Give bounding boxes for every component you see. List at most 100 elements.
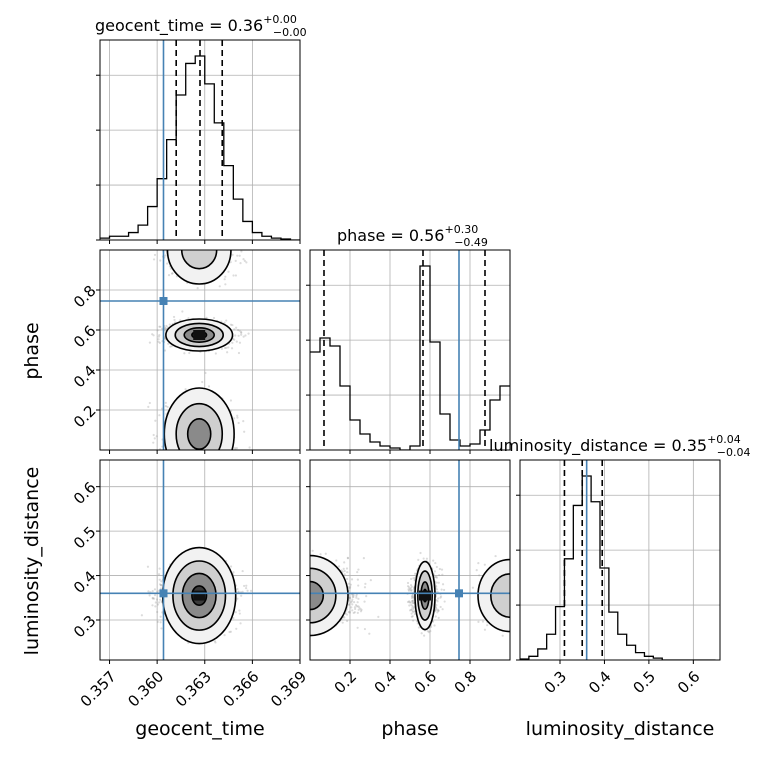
- sample-point: [160, 580, 162, 582]
- sample-point: [250, 590, 252, 592]
- sample-point: [169, 346, 171, 348]
- sample-point: [235, 260, 237, 262]
- sample-point: [204, 372, 206, 374]
- sample-point: [233, 339, 235, 341]
- sample-point: [188, 352, 190, 354]
- sample-point: [236, 588, 238, 590]
- sample-point: [149, 594, 151, 596]
- sample-point: [224, 278, 226, 280]
- sample-point: [239, 342, 241, 344]
- sample-point: [235, 628, 237, 630]
- sample-point: [149, 402, 151, 404]
- sample-point: [160, 584, 162, 586]
- sample-point: [235, 611, 237, 613]
- sample-point: [156, 611, 158, 613]
- sample-point: [231, 254, 233, 256]
- sample-point: [165, 254, 167, 256]
- sample-point: [166, 262, 168, 264]
- sample-point: [208, 385, 210, 387]
- sample-point: [158, 601, 160, 603]
- sample-point: [157, 341, 159, 343]
- sample-point: [245, 585, 247, 587]
- density-peak: [193, 330, 205, 340]
- sample-point: [236, 598, 238, 600]
- sample-point: [233, 328, 235, 330]
- sample-point: [237, 591, 239, 593]
- sample-point: [239, 622, 241, 624]
- sample-point: [230, 631, 232, 633]
- sample-point: [236, 341, 238, 343]
- sample-point: [159, 621, 161, 623]
- sample-point: [149, 341, 151, 343]
- sample-point: [183, 352, 185, 354]
- sample-point: [226, 351, 228, 353]
- sample-point: [160, 616, 162, 618]
- sample-point: [165, 405, 167, 407]
- sample-point: [159, 326, 161, 328]
- sample-point: [181, 310, 183, 312]
- sample-point: [152, 442, 154, 444]
- sample-point: [243, 431, 245, 433]
- sample-point: [158, 336, 160, 338]
- sample-point: [246, 590, 248, 592]
- sample-point: [157, 603, 159, 605]
- sample-point: [239, 262, 241, 264]
- sample-point: [244, 334, 246, 336]
- sample-point: [156, 598, 158, 600]
- sample-point: [243, 585, 245, 587]
- sample-point: [230, 399, 232, 401]
- sample-point: [156, 435, 158, 437]
- sample-point: [141, 614, 143, 616]
- sample-point: [224, 347, 226, 349]
- sample-point: [158, 414, 160, 416]
- sample-point: [169, 323, 171, 325]
- sample-point: [154, 605, 156, 607]
- sample-point: [231, 324, 233, 326]
- sample-point: [234, 334, 236, 336]
- sample-point: [167, 343, 169, 345]
- sample-point: [153, 258, 155, 260]
- sample-point: [239, 330, 241, 332]
- sample-point: [151, 333, 153, 335]
- sample-point: [238, 610, 240, 612]
- sample-point: [156, 591, 158, 593]
- sample-point: [231, 342, 233, 344]
- sample-point: [165, 402, 167, 404]
- sample-point: [147, 590, 149, 592]
- sample-point: [157, 338, 159, 340]
- sample-point: [157, 329, 159, 331]
- sample-point: [184, 388, 186, 390]
- sample-point: [213, 317, 215, 319]
- sample-point: [171, 273, 173, 275]
- sample-point: [159, 259, 161, 261]
- sample-point: [242, 420, 244, 422]
- sample-point: [147, 566, 149, 568]
- sample-point: [173, 319, 175, 321]
- sample-point: [173, 316, 175, 318]
- sample-point: [219, 285, 221, 287]
- sample-point: [238, 422, 240, 424]
- sample-point: [239, 255, 241, 257]
- sample-point: [155, 601, 157, 603]
- sample-point: [243, 336, 245, 338]
- sample-point: [247, 333, 249, 335]
- sample-point: [249, 446, 251, 448]
- sample-point: [160, 587, 162, 589]
- sample-point: [158, 573, 160, 575]
- sample-point: [225, 319, 227, 321]
- sample-point: [160, 627, 162, 629]
- sample-point: [245, 261, 247, 263]
- sample-point: [233, 417, 235, 419]
- sample-point: [201, 381, 203, 383]
- sample-point: [230, 565, 232, 567]
- sample-point: [240, 332, 242, 334]
- sample-point: [236, 255, 238, 257]
- sample-point: [224, 283, 226, 285]
- sample-point: [240, 250, 242, 252]
- sample-point: [223, 634, 225, 636]
- sample-point: [236, 417, 238, 419]
- sample-point: [221, 348, 223, 350]
- sample-point: [147, 406, 149, 408]
